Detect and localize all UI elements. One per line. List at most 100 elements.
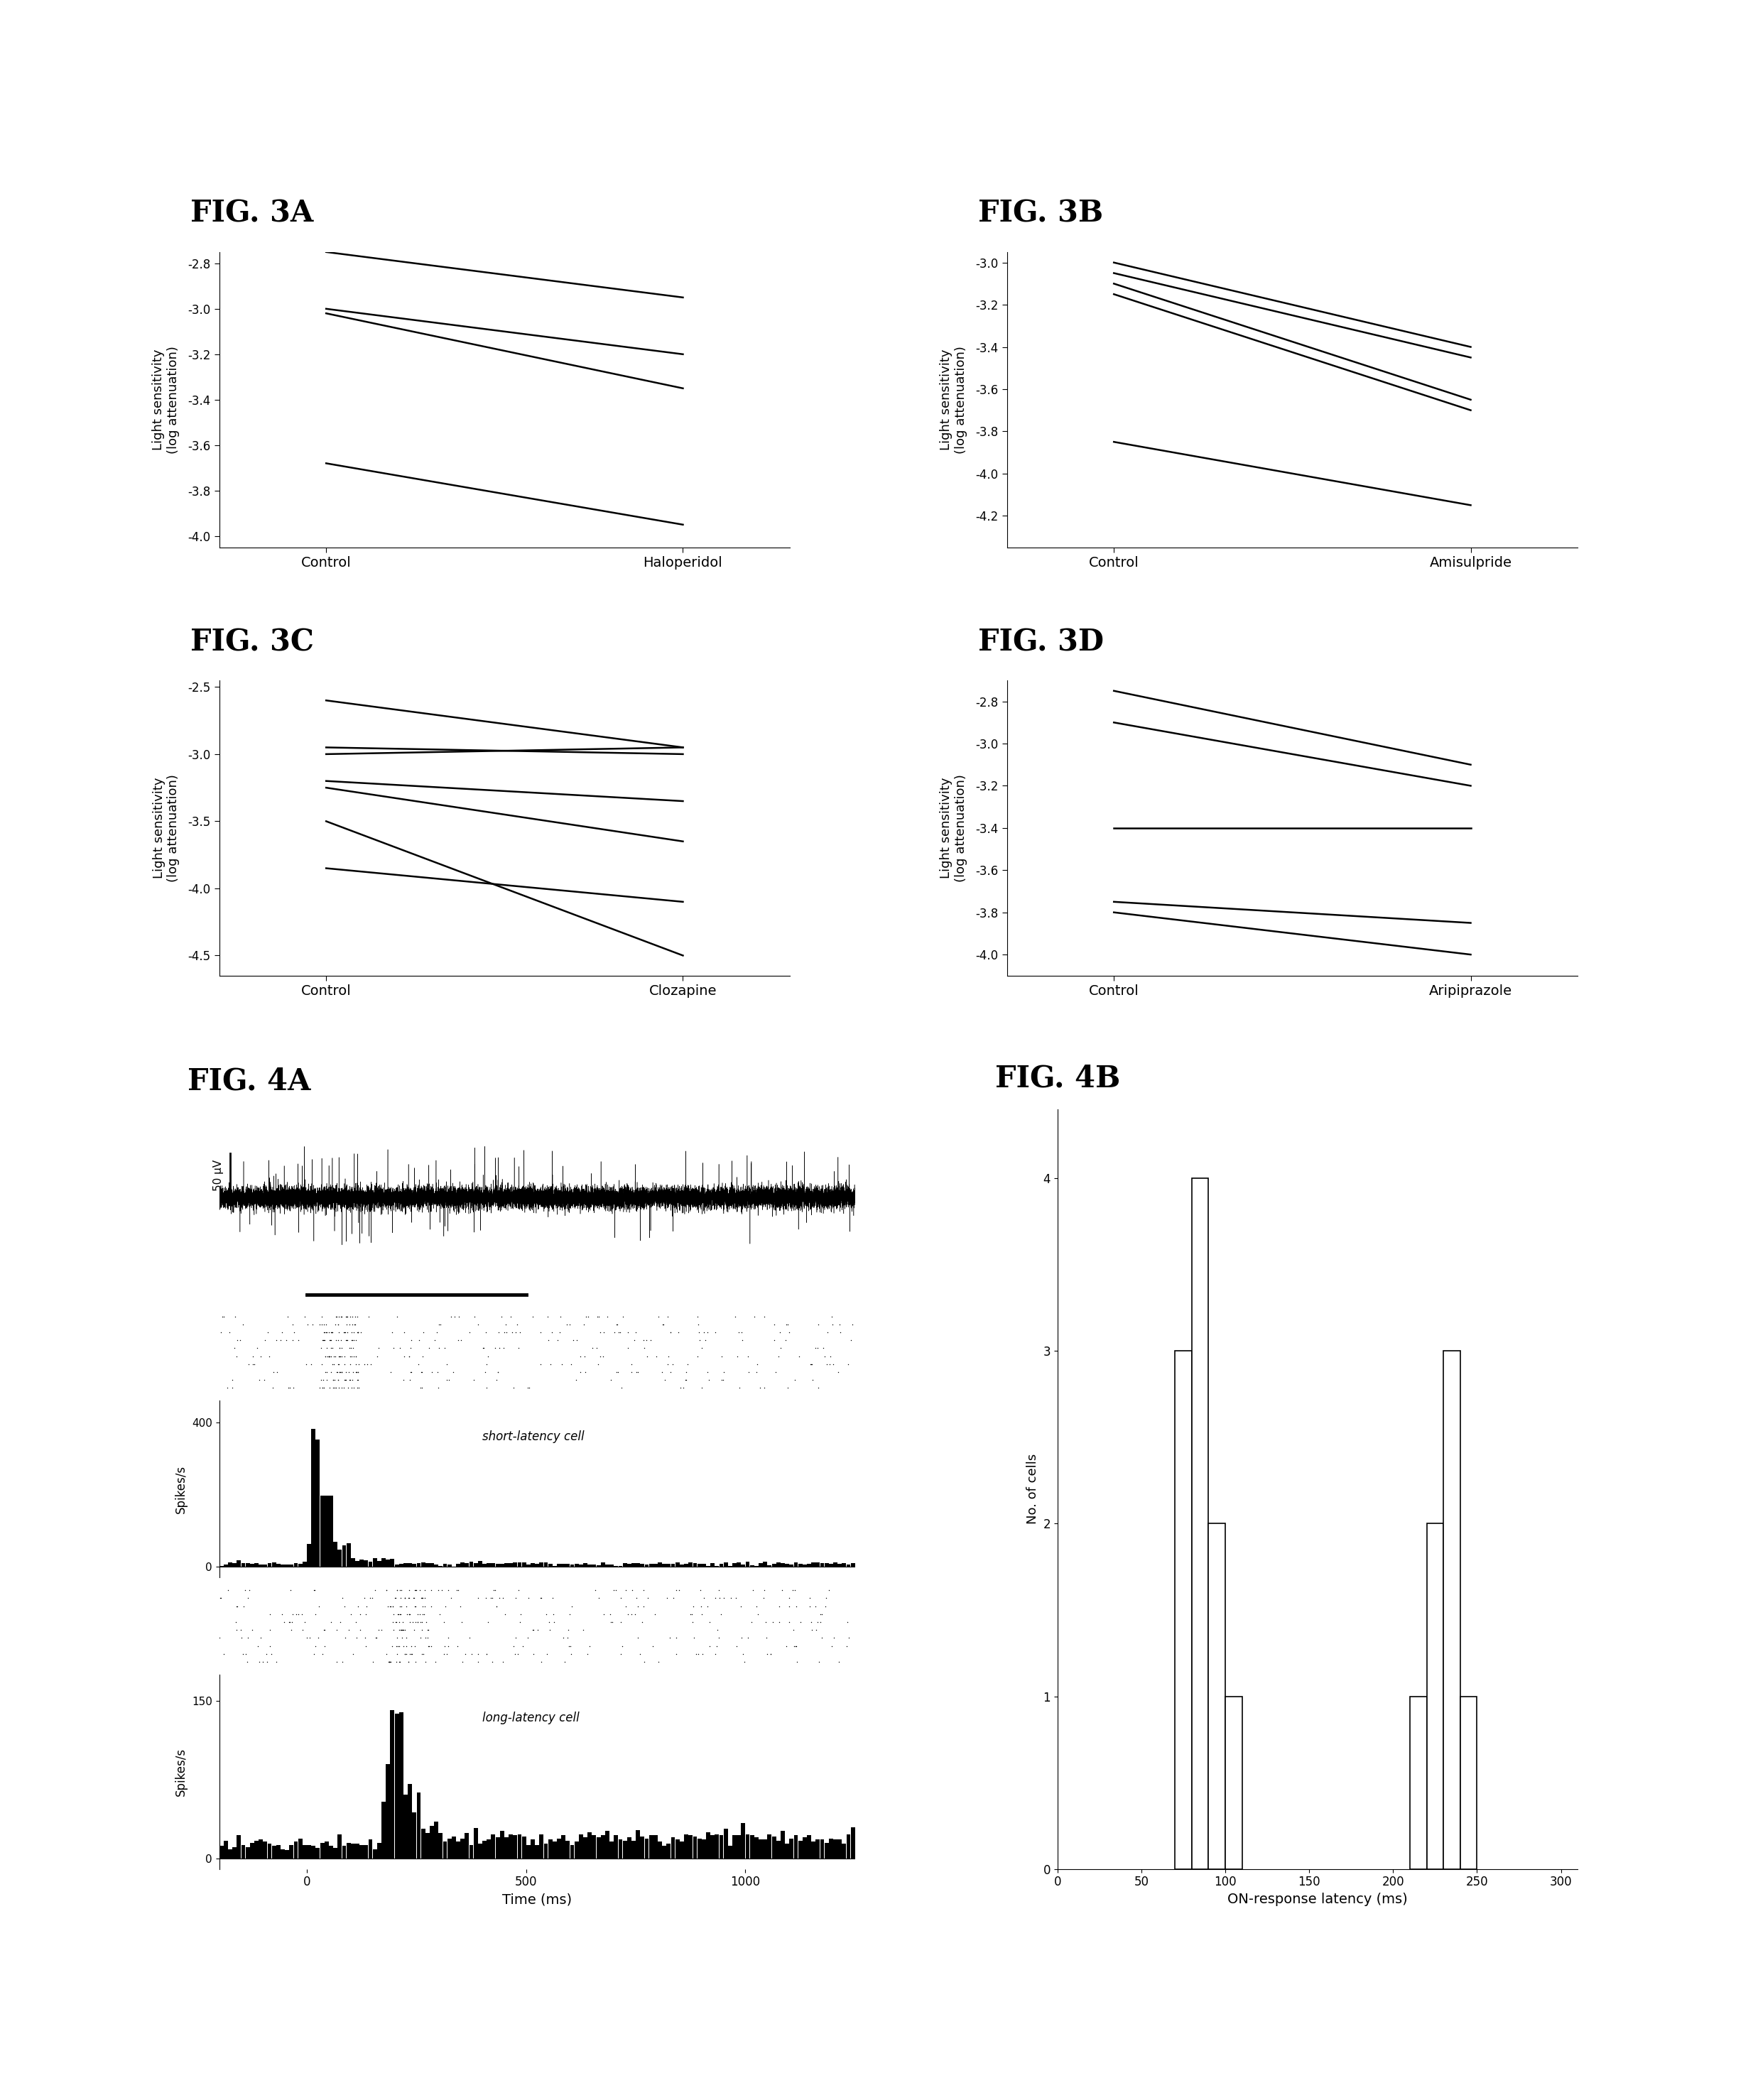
Bar (540, 1833, 543, 1858)
Point (401, 1590, 429, 1623)
Point (547, 1300, 575, 1334)
Text: short-latency cell: short-latency cell (482, 1430, 584, 1443)
Point (221, 1604, 249, 1638)
Bar (514, 1562, 517, 1567)
Point (261, 1644, 289, 1678)
Bar (689, 1562, 692, 1567)
Point (352, 1590, 380, 1623)
Point (436, 1300, 465, 1334)
Point (249, 1644, 277, 1678)
Point (417, 1590, 445, 1623)
Bar (268, 1562, 272, 1567)
Point (324, 1363, 352, 1397)
Bar (487, 1840, 491, 1858)
Bar (657, 1562, 663, 1567)
Bar (403, 1793, 408, 1858)
Bar (812, 1842, 815, 1859)
Point (252, 1644, 280, 1678)
Point (393, 1598, 421, 1632)
Point (796, 1581, 824, 1615)
Point (309, 1323, 337, 1357)
Point (747, 1371, 775, 1405)
Point (491, 1315, 519, 1348)
Point (328, 1354, 356, 1388)
Point (330, 1371, 358, 1405)
Point (407, 1581, 435, 1615)
Point (389, 1604, 417, 1638)
Point (335, 1331, 363, 1365)
Point (444, 1630, 472, 1663)
Bar (1208, 1525, 1225, 1869)
Bar (473, 1827, 479, 1859)
Point (277, 1371, 305, 1405)
Bar (850, 1562, 855, 1567)
Point (317, 1315, 345, 1348)
Text: long-latency cell: long-latency cell (482, 1712, 580, 1724)
Point (635, 1581, 663, 1615)
Point (312, 1363, 340, 1397)
Point (657, 1315, 685, 1348)
Bar (584, 1838, 587, 1859)
Point (319, 1331, 347, 1365)
Bar (228, 1848, 231, 1858)
Point (309, 1348, 337, 1382)
Bar (303, 1844, 307, 1859)
Point (256, 1630, 284, 1663)
Point (621, 1598, 649, 1632)
Point (429, 1638, 458, 1672)
Bar (508, 1833, 514, 1858)
Point (775, 1604, 803, 1638)
Point (275, 1604, 303, 1638)
Point (312, 1315, 340, 1348)
Bar (833, 1840, 838, 1858)
Point (228, 1621, 256, 1655)
Point (226, 1323, 254, 1357)
Point (293, 1621, 321, 1655)
Bar (745, 1562, 750, 1567)
Bar (763, 1840, 768, 1858)
Bar (724, 1829, 727, 1859)
Point (563, 1363, 591, 1397)
Point (326, 1331, 354, 1365)
Point (410, 1598, 438, 1632)
Point (293, 1308, 321, 1342)
Point (244, 1630, 272, 1663)
Point (689, 1638, 717, 1672)
Point (408, 1340, 436, 1373)
Text: FIG. 3B: FIG. 3B (978, 200, 1103, 229)
Bar (465, 1833, 470, 1858)
Bar (342, 1846, 345, 1859)
Point (629, 1331, 657, 1365)
Bar (587, 1831, 593, 1858)
Point (328, 1644, 356, 1678)
Point (379, 1331, 407, 1365)
Bar (412, 1564, 417, 1567)
Point (780, 1363, 808, 1397)
Point (394, 1340, 422, 1373)
Point (324, 1371, 352, 1405)
Point (338, 1638, 366, 1672)
Point (251, 1323, 279, 1357)
Point (324, 1300, 352, 1334)
Bar (771, 1564, 777, 1567)
Bar (777, 1562, 780, 1567)
Point (584, 1348, 612, 1382)
Bar (631, 1840, 636, 1858)
Point (344, 1371, 372, 1405)
Point (605, 1315, 633, 1348)
Point (501, 1315, 529, 1348)
Bar (1409, 1697, 1427, 1869)
Point (622, 1581, 650, 1615)
Bar (698, 1564, 701, 1567)
Point (310, 1371, 338, 1405)
Point (387, 1621, 415, 1655)
Point (338, 1354, 366, 1388)
Point (323, 1300, 351, 1334)
Point (433, 1348, 461, 1382)
Point (396, 1331, 424, 1365)
Point (263, 1323, 291, 1357)
Point (484, 1315, 512, 1348)
Point (412, 1644, 440, 1678)
Point (337, 1340, 365, 1373)
Bar (601, 1835, 605, 1859)
